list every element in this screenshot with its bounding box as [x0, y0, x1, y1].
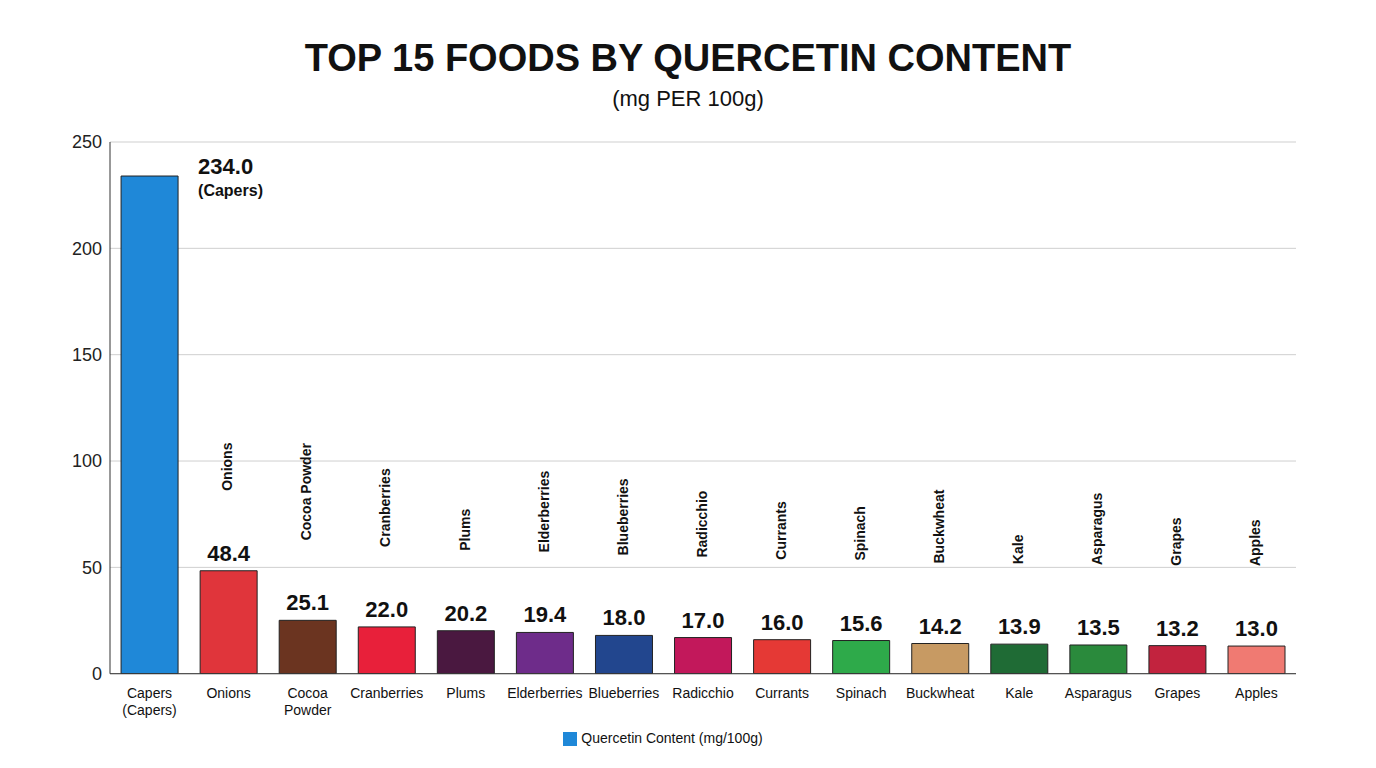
- svg-text:13.5: 13.5: [1077, 615, 1120, 640]
- svg-text:150: 150: [72, 345, 102, 365]
- svg-text:Onions: Onions: [206, 685, 250, 701]
- svg-text:Asparagus: Asparagus: [1089, 492, 1105, 565]
- svg-text:22.0: 22.0: [365, 597, 408, 622]
- svg-text:Cranberries: Cranberries: [350, 685, 423, 701]
- svg-text:Kale: Kale: [1010, 534, 1026, 564]
- svg-text:20.2: 20.2: [444, 601, 487, 626]
- html-text:(mg PER 100g): (mg PER 100g): [612, 86, 764, 111]
- svg-text:Spinach: Spinach: [836, 685, 887, 701]
- svg-text:Asparagus: Asparagus: [1065, 685, 1132, 701]
- svg-text:Blueberries: Blueberries: [615, 478, 631, 555]
- svg-text:Onions: Onions: [219, 442, 235, 490]
- svg-text:15.6: 15.6: [840, 611, 883, 636]
- svg-text:Plums: Plums: [457, 509, 473, 551]
- svg-text:13.2: 13.2: [1156, 616, 1199, 641]
- svg-text:50: 50: [82, 558, 102, 578]
- html-text:Quercetin Content (mg/100g): Quercetin Content (mg/100g): [581, 729, 763, 746]
- svg-text:Spinach: Spinach: [852, 506, 868, 560]
- svg-text:16.0: 16.0: [761, 610, 804, 635]
- svg-text:Plums: Plums: [446, 685, 485, 701]
- svg-text:25.1: 25.1: [286, 590, 329, 615]
- svg-text:Cocoa: Cocoa: [287, 685, 328, 701]
- svg-text:250: 250: [72, 132, 102, 152]
- svg-text:Apples: Apples: [1235, 685, 1278, 701]
- svg-text:14.2: 14.2: [919, 614, 962, 639]
- svg-text:Grapes: Grapes: [1154, 685, 1200, 701]
- svg-text:Currants: Currants: [773, 501, 789, 560]
- svg-text:Cranberries: Cranberries: [377, 468, 393, 547]
- svg-text:Grapes: Grapes: [1168, 517, 1184, 565]
- svg-text:Buckwheat: Buckwheat: [906, 685, 975, 701]
- svg-text:234.0: 234.0: [198, 154, 253, 179]
- svg-text:13.0: 13.0: [1235, 616, 1278, 641]
- svg-text:17.0: 17.0: [682, 608, 725, 633]
- svg-text:(Capers): (Capers): [198, 182, 263, 199]
- svg-text:Blueberries: Blueberries: [589, 685, 660, 701]
- svg-text:Apples: Apples: [1247, 519, 1263, 566]
- svg-text:Radicchio: Radicchio: [672, 685, 734, 701]
- svg-text:48.4: 48.4: [207, 541, 251, 566]
- svg-text:19.4: 19.4: [523, 602, 567, 627]
- svg-text:200: 200: [72, 239, 102, 259]
- svg-text:Kale: Kale: [1005, 685, 1033, 701]
- svg-text:Capers: Capers: [127, 685, 172, 701]
- svg-text:18.0: 18.0: [603, 605, 646, 630]
- svg-text:Currants: Currants: [755, 685, 809, 701]
- svg-text:Cocoa Powder: Cocoa Powder: [298, 443, 314, 541]
- svg-text:Elderberries: Elderberries: [507, 685, 582, 701]
- svg-text:Powder: Powder: [284, 702, 332, 718]
- svg-text:Radicchio: Radicchio: [694, 491, 710, 558]
- svg-text:100: 100: [72, 451, 102, 471]
- svg-text:0: 0: [92, 664, 102, 684]
- html-text:TOP 15 FOODS BY QUERCETIN CONT: TOP 15 FOODS BY QUERCETIN CONTENT: [304, 37, 1072, 79]
- svg-text:(Capers): (Capers): [122, 702, 176, 718]
- svg-text:Elderberries: Elderberries: [536, 471, 552, 553]
- svg-text:Buckwheat: Buckwheat: [931, 489, 947, 563]
- svg-text:13.9: 13.9: [998, 614, 1041, 639]
